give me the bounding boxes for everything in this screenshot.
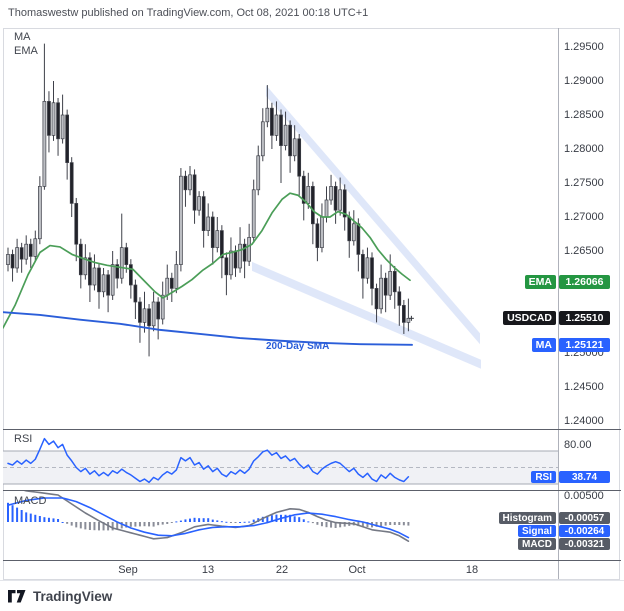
tradingview-logo-icon bbox=[8, 589, 26, 603]
sma-200-annotation: 200-Day SMA bbox=[266, 341, 330, 352]
histogram-badge-label: Histogram bbox=[498, 512, 556, 524]
footer-divider bbox=[0, 580, 624, 581]
tradingview-brand-text: TradingView bbox=[33, 588, 113, 604]
price-axis-label: 1.26500 bbox=[564, 245, 604, 257]
footer: TradingView bbox=[0, 581, 624, 611]
ma-badge-value: 1.25121 bbox=[559, 338, 610, 352]
rsi-badge-label: RSI bbox=[531, 471, 556, 483]
date-axis-label: Sep bbox=[118, 564, 138, 576]
rsi-pane-label: RSI bbox=[14, 433, 33, 445]
ma-overlay-label: MA bbox=[14, 31, 31, 43]
histogram-badge-value: -0.00057 bbox=[559, 512, 610, 524]
ema-overlay-label: EMA bbox=[14, 45, 38, 57]
price-axis-label: 1.27000 bbox=[564, 211, 604, 223]
chart-frame bbox=[3, 28, 620, 580]
rsi-axis-tick: 80.00 bbox=[564, 439, 592, 451]
price-axis-label: 1.29500 bbox=[564, 41, 604, 53]
ema-badge-value: 1.26066 bbox=[559, 275, 610, 289]
rsi-pane-separator bbox=[3, 429, 621, 430]
ma-price-badge: MA 1.25121 bbox=[531, 338, 610, 352]
ema-badge-label: EMA bbox=[524, 275, 556, 289]
macd-badge-value: -0.00321 bbox=[559, 538, 610, 550]
ema-price-badge: EMA 1.26066 bbox=[524, 275, 610, 289]
signal-badge-value: -0.00264 bbox=[559, 525, 610, 537]
rsi-badge-value: 38.74 bbox=[559, 471, 610, 483]
last-price-badge-value: 1.25510 bbox=[559, 311, 610, 325]
histogram-value-badge: Histogram -0.00057 bbox=[498, 512, 610, 524]
date-axis-label: 18 bbox=[465, 564, 479, 576]
price-axis-label: 1.27500 bbox=[564, 177, 604, 189]
date-axis-label: 13 bbox=[201, 564, 215, 576]
macd-axis-tick: 0.00500 bbox=[564, 490, 604, 502]
price-axis-label: 1.24000 bbox=[564, 415, 604, 427]
price-axis-label: 1.28500 bbox=[564, 109, 604, 121]
last-price-badge: USDCAD 1.25510 bbox=[503, 311, 610, 325]
macd-badge-label: MACD bbox=[518, 538, 556, 550]
publication-title: Thomaswestw published on TradingView.com… bbox=[8, 7, 369, 19]
symbol-badge-label: USDCAD bbox=[503, 311, 556, 325]
price-axis-label: 1.24500 bbox=[564, 381, 604, 393]
date-axis-label: 22 bbox=[275, 564, 289, 576]
signal-value-badge: Signal -0.00264 bbox=[517, 525, 610, 537]
macd-pane-separator bbox=[3, 490, 621, 491]
macd-pane-label: MACD bbox=[14, 495, 47, 507]
price-axis-line bbox=[558, 28, 559, 579]
rsi-value-badge: RSI 38.74 bbox=[531, 471, 610, 483]
macd-value-badge: MACD -0.00321 bbox=[518, 538, 610, 550]
signal-badge-label: Signal bbox=[517, 525, 556, 537]
date-axis-label: Oct bbox=[348, 564, 366, 576]
ma-badge-label: MA bbox=[531, 338, 556, 352]
time-axis-separator bbox=[3, 560, 621, 561]
price-axis-label: 1.29000 bbox=[564, 75, 604, 87]
price-axis-label: 1.28000 bbox=[564, 143, 604, 155]
